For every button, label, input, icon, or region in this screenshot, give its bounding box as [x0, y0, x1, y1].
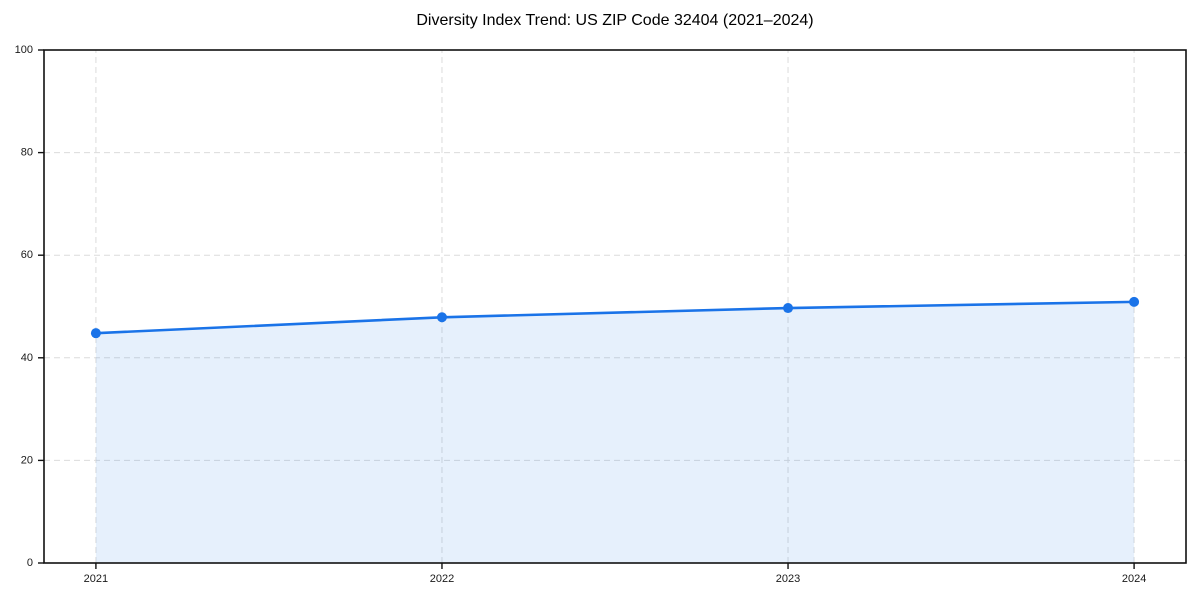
x-tick-label: 2021 [84, 573, 108, 585]
trend-line [94, 300, 1136, 335]
y-tick-label: 60 [21, 249, 33, 261]
y-tick-label: 0 [27, 557, 33, 569]
data-point-marker [1129, 296, 1140, 307]
chart-title: Diversity Index Trend: US ZIP Code 32404… [416, 12, 814, 29]
x-tick-label: 2023 [776, 573, 800, 585]
x-tick-label: 2024 [1122, 573, 1146, 585]
x-tick-label: 2022 [430, 573, 454, 585]
area-fill [95, 301, 1135, 563]
y-tick-label: 80 [21, 147, 33, 159]
y-tick-label: 20 [21, 454, 33, 466]
y-tick-label: 100 [15, 44, 33, 56]
data-point-marker [90, 328, 101, 339]
y-tick-label: 40 [21, 352, 33, 364]
axes-spines [43, 49, 1187, 564]
data-point-marker [783, 303, 794, 314]
data-point-marker [436, 312, 447, 323]
